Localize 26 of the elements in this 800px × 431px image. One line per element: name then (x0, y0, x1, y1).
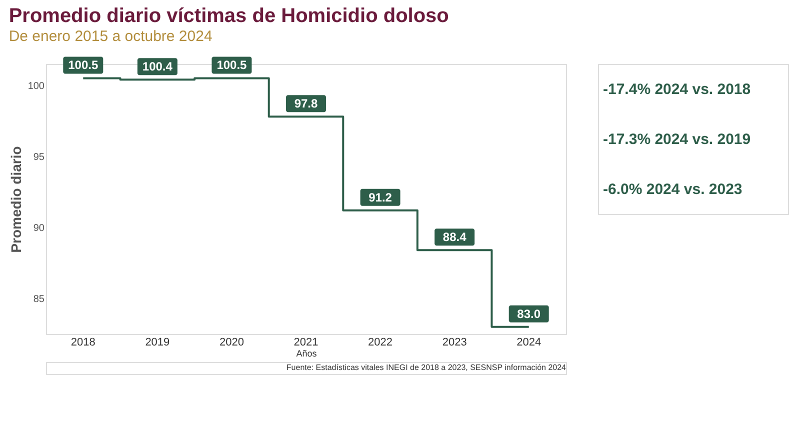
x-tick-label: 2021 (294, 336, 318, 348)
text: -6.0% 2024 vs. 2023 (603, 181, 742, 198)
text: -17.4% 2024 vs. 2018 (603, 81, 751, 98)
source-note: Fuente: Estadísticas vitales INEGI de 2018 a 2023, SESNSP información 2024 (286, 363, 567, 372)
y-tick-label: 100 (28, 80, 45, 92)
chart-subtitle: De enero 2015 a octubre 2024 (8, 28, 212, 46)
y-tick-label: 95 (33, 152, 45, 163)
y-tick-label: 85 (33, 294, 45, 305)
x-tick-label: 2024 (516, 336, 542, 348)
x-axis-title: Años (296, 348, 318, 358)
x-tick-label: 2018 (70, 336, 96, 348)
y-tick-label: 90 (33, 222, 45, 234)
y-axis-title: Promedio diario (8, 146, 24, 253)
chart-title: Promedio diario víctimas de Homicidio doloso (8, 5, 449, 28)
text: 91.2 (368, 190, 392, 204)
text: 88.4 (442, 230, 466, 244)
x-tick-label: 2019 (145, 336, 170, 348)
text: 97.8 (294, 96, 318, 111)
text: -17.3% 2024 vs. 2019 (603, 131, 751, 148)
text: 83.0 (517, 306, 541, 321)
text: 100.5 (216, 58, 247, 72)
x-tick-label: 2023 (442, 336, 467, 348)
text: 100.5 (68, 58, 98, 72)
text: 100.4 (142, 60, 172, 74)
x-tick-label: 2020 (219, 336, 244, 348)
x-tick-label: 2022 (368, 336, 393, 348)
